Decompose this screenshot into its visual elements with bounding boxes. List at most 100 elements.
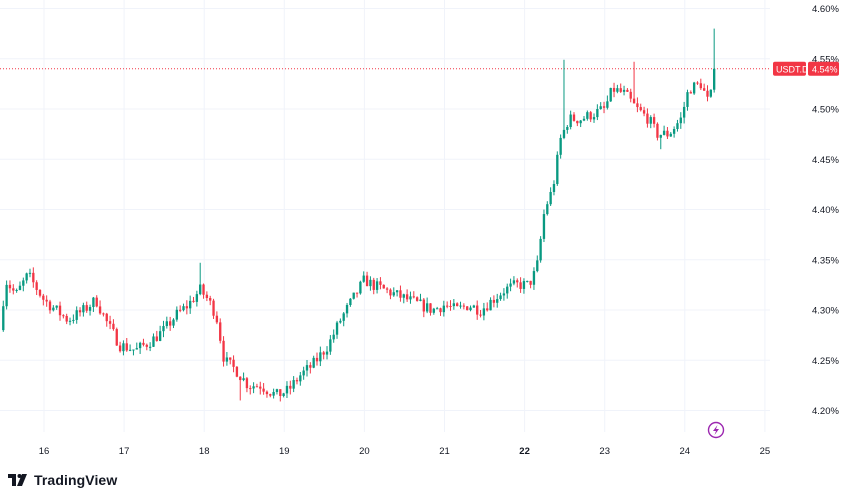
candle-body — [659, 134, 662, 138]
candle-body — [342, 313, 345, 321]
flash-icon[interactable] — [707, 421, 725, 439]
candle-body — [289, 385, 292, 389]
candle-body — [549, 191, 552, 205]
candle-body — [305, 365, 309, 371]
candle-body — [713, 68, 716, 90]
candle-body — [692, 82, 696, 94]
candle-body — [292, 380, 295, 389]
candle-body — [672, 128, 676, 134]
candle-body — [35, 282, 38, 290]
candle-body — [339, 320, 342, 323]
candle-body — [402, 294, 405, 298]
candlestick-series — [2, 28, 716, 402]
candle-body — [222, 340, 225, 362]
candle-body — [309, 365, 312, 368]
candle-body — [622, 89, 626, 92]
candle-body — [212, 300, 215, 316]
candle-body — [572, 114, 576, 121]
candle-body — [282, 393, 285, 396]
candle-body — [269, 394, 272, 396]
candle-body — [706, 90, 709, 97]
candle-body — [279, 389, 282, 396]
candle-body — [95, 297, 98, 307]
candle-body — [642, 110, 646, 114]
tradingview-logo[interactable]: TradingView — [8, 472, 117, 488]
candle-body — [209, 298, 212, 301]
candle-body — [108, 321, 112, 324]
candle-body — [225, 357, 229, 362]
candle-body — [202, 284, 205, 295]
candle-body — [259, 386, 262, 389]
candle-body — [579, 120, 582, 124]
y-tick-label: 4.25% — [812, 356, 839, 367]
candle-body — [285, 385, 289, 394]
candle-body — [632, 98, 636, 104]
candle-body — [379, 281, 382, 285]
candle-body — [98, 306, 102, 314]
candle-body — [562, 129, 566, 138]
candle-body — [576, 120, 579, 124]
candle-body — [115, 329, 118, 346]
candle-body — [355, 292, 359, 294]
candle-body — [365, 275, 369, 287]
candle-body — [519, 282, 522, 289]
candle-body — [479, 314, 482, 316]
candle-body — [502, 293, 506, 296]
last-price-box — [808, 61, 839, 76]
tradingview-logo-text: TradingView — [34, 472, 118, 488]
candle-body — [112, 323, 115, 330]
candle-body — [135, 348, 138, 350]
candle-body — [5, 284, 8, 307]
last-price-label: 4.54% — [812, 64, 838, 74]
y-tick-label: 4.60% — [812, 4, 839, 15]
candle-body — [559, 137, 562, 155]
candle-body — [172, 319, 175, 326]
candle-body — [439, 308, 442, 313]
candle-body — [526, 280, 529, 282]
y-axis-price-scale[interactable]: 4.20% 4.25% 4.30% 4.35% 4.40% 4.45% 4.50% 4.55%… — [812, 4, 839, 417]
candle-body — [666, 130, 669, 137]
candle-body — [482, 308, 486, 316]
candle-body — [489, 299, 492, 311]
candle-body — [686, 92, 689, 107]
candle-body — [596, 109, 599, 118]
candle-body — [512, 280, 516, 284]
candle-body — [265, 391, 269, 395]
candle-body — [205, 294, 209, 299]
candle-body — [58, 305, 62, 316]
y-tick-label: 4.30% — [812, 306, 839, 317]
candle-body — [138, 342, 142, 349]
candle-body — [582, 118, 586, 121]
candle-body — [589, 112, 592, 120]
candle-body — [415, 297, 419, 301]
candle-body — [72, 319, 75, 321]
candle-body — [322, 352, 325, 355]
candle-body — [569, 114, 572, 128]
candle-body — [132, 349, 135, 351]
x-tick-label: 20 — [359, 446, 370, 457]
candle-body — [412, 296, 415, 298]
candle-body — [349, 298, 352, 305]
candle-body — [105, 313, 108, 322]
candle-body — [459, 305, 462, 307]
candle-body — [662, 130, 666, 135]
y-tick-label: 4.40% — [812, 205, 839, 216]
candle-body — [275, 389, 279, 392]
candle-body — [442, 305, 446, 313]
candle-body — [552, 183, 556, 192]
x-axis-time-scale[interactable]: 16 17 18 19 20 21 22 23 24 25 — [39, 446, 770, 457]
candle-body — [405, 294, 409, 300]
tradingview-logo-icon — [8, 474, 27, 486]
candle-body — [399, 290, 402, 298]
candle-body — [476, 305, 479, 315]
y-tick-label: 4.50% — [812, 105, 839, 116]
symbol-label-box — [773, 61, 806, 76]
candle-body — [609, 87, 612, 102]
candle-body — [239, 376, 242, 381]
candle-body — [532, 271, 536, 285]
candle-body — [189, 300, 192, 309]
candle-body — [422, 299, 425, 312]
candle-body — [102, 313, 105, 315]
candle-body — [456, 303, 459, 307]
